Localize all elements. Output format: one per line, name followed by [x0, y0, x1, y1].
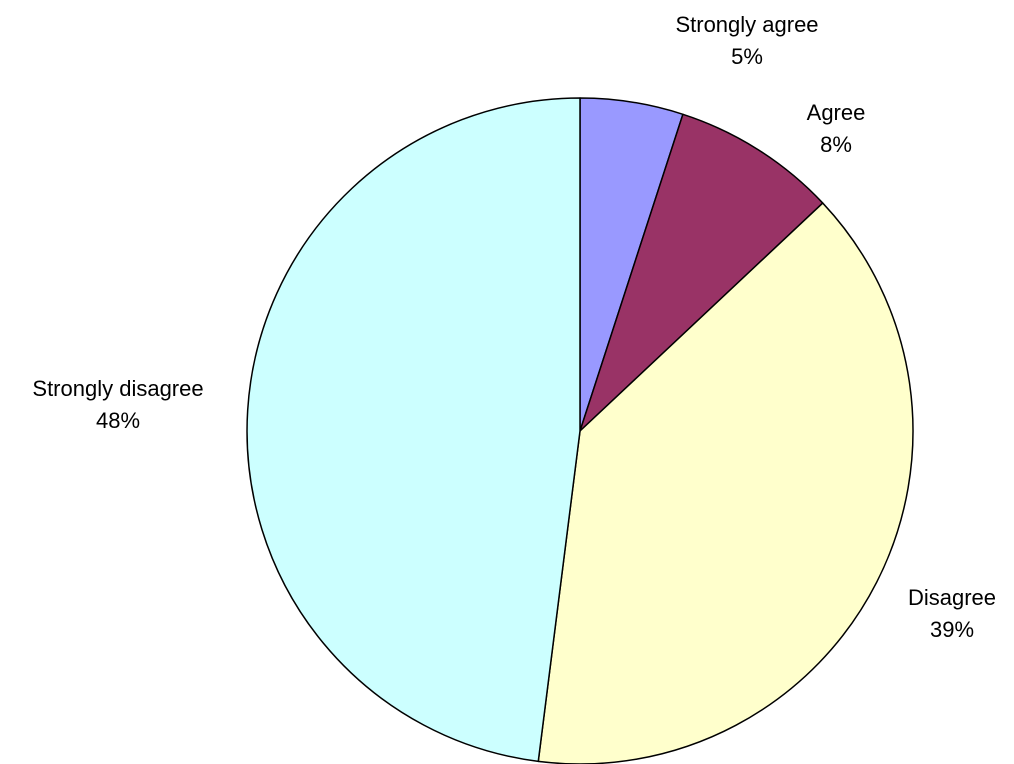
slice-label-agree: Agree	[807, 100, 866, 125]
slice-value-agree: 8%	[820, 132, 852, 157]
slice-value-strongly-disagree: 48%	[96, 408, 140, 433]
labels-layer: Strongly agree 5% Agree 8% Disagree 39% Strong…	[32, 12, 996, 642]
pie-slice-agree	[579, 113, 824, 432]
pie-slice-strongly-disagree	[246, 97, 581, 763]
slice-value-strongly-agree: 5%	[731, 44, 763, 69]
slices-layer	[246, 97, 914, 764]
slice-label-disagree: Disagree	[908, 585, 996, 610]
slice-label-strongly-disagree: Strongly disagree	[32, 376, 203, 401]
slice-value-disagree: 39%	[930, 617, 974, 642]
slice-label-strongly-agree: Strongly agree	[675, 12, 818, 37]
pie-slice-disagree	[537, 202, 914, 764]
